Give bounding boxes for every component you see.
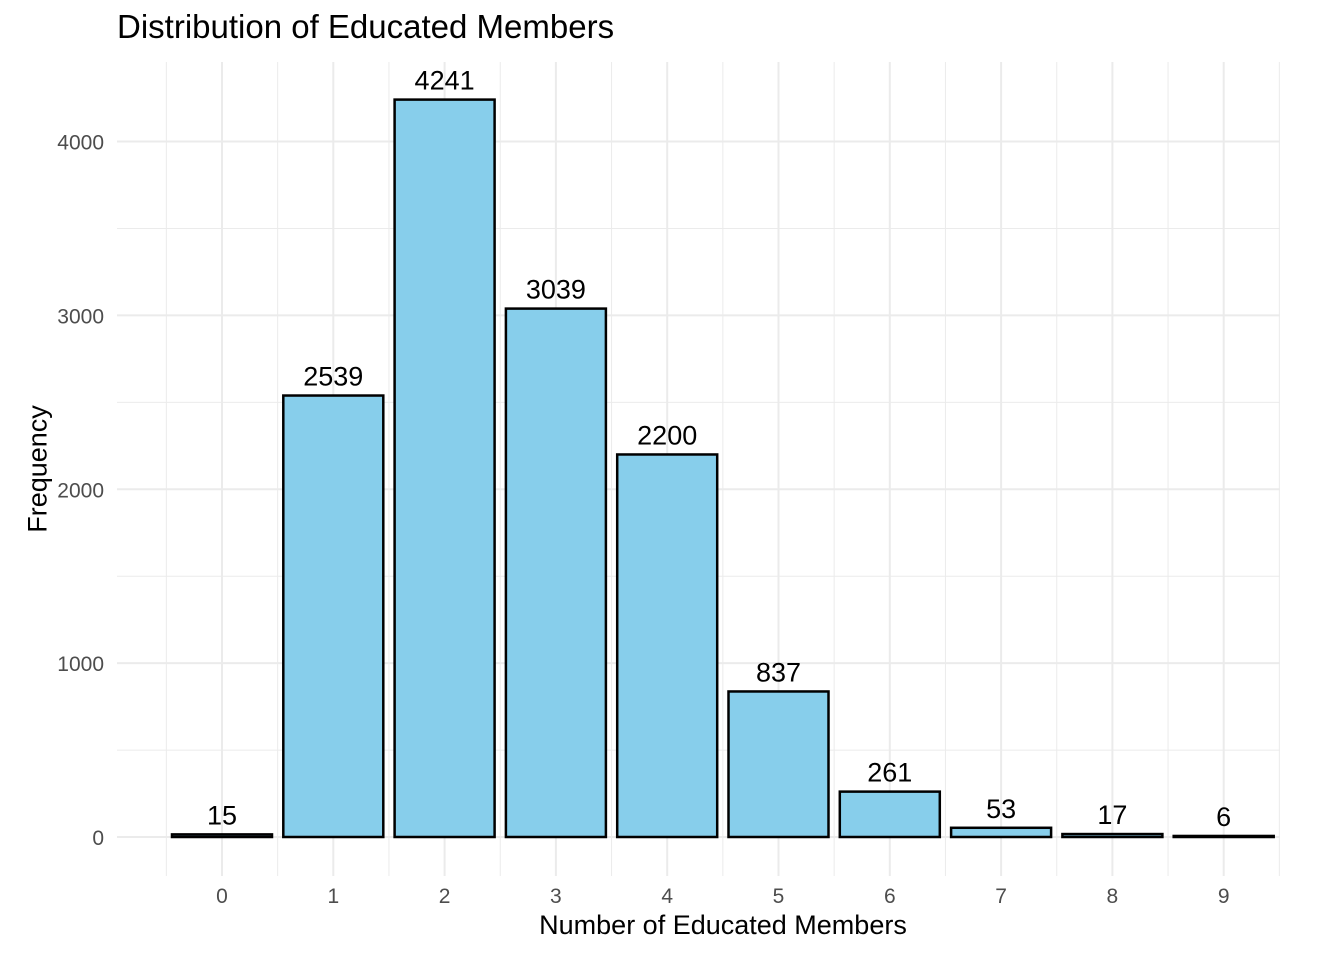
data-label: 17 bbox=[1097, 800, 1127, 830]
x-tick-label: 3 bbox=[550, 885, 562, 908]
data-label: 6 bbox=[1216, 802, 1231, 832]
bar-2 bbox=[393, 98, 496, 839]
data-label: 15 bbox=[207, 800, 237, 830]
y-tick-label: 4000 bbox=[57, 132, 104, 155]
bar-5 bbox=[727, 690, 830, 839]
x-tick-label: 6 bbox=[884, 885, 896, 908]
bar-9 bbox=[1172, 834, 1275, 839]
data-label: 4241 bbox=[415, 66, 475, 96]
y-tick-label: 2000 bbox=[57, 479, 104, 502]
bar-0 bbox=[170, 833, 274, 839]
chart-title: Distribution of Educated Members bbox=[117, 8, 615, 45]
data-label: 2200 bbox=[637, 420, 697, 450]
data-label: 261 bbox=[867, 758, 912, 788]
y-tick-label: 1000 bbox=[57, 653, 104, 676]
bar-6 bbox=[838, 790, 942, 839]
x-axis-label: Number of Educated Members bbox=[539, 910, 907, 940]
x-tick-label: 2 bbox=[439, 885, 451, 908]
x-tick-label: 4 bbox=[661, 885, 673, 908]
bar-8 bbox=[1061, 832, 1164, 839]
x-tick-label: 0 bbox=[216, 885, 228, 908]
x-tick-label: 1 bbox=[327, 885, 339, 908]
x-tick-label: 8 bbox=[1107, 885, 1119, 908]
data-label: 3039 bbox=[526, 275, 586, 305]
x-tick-label: 5 bbox=[773, 885, 785, 908]
bar-7 bbox=[949, 826, 1053, 839]
x-tick-label: 7 bbox=[995, 885, 1007, 908]
y-tick-label: 0 bbox=[92, 827, 104, 850]
bar-4 bbox=[615, 453, 719, 839]
bar-1 bbox=[282, 394, 385, 839]
data-label: 2539 bbox=[303, 362, 363, 392]
x-tick-label: 9 bbox=[1218, 885, 1230, 908]
data-label: 837 bbox=[756, 657, 801, 687]
bar-3 bbox=[504, 307, 608, 839]
y-tick-label: 3000 bbox=[57, 305, 104, 328]
data-label: 53 bbox=[986, 794, 1016, 824]
